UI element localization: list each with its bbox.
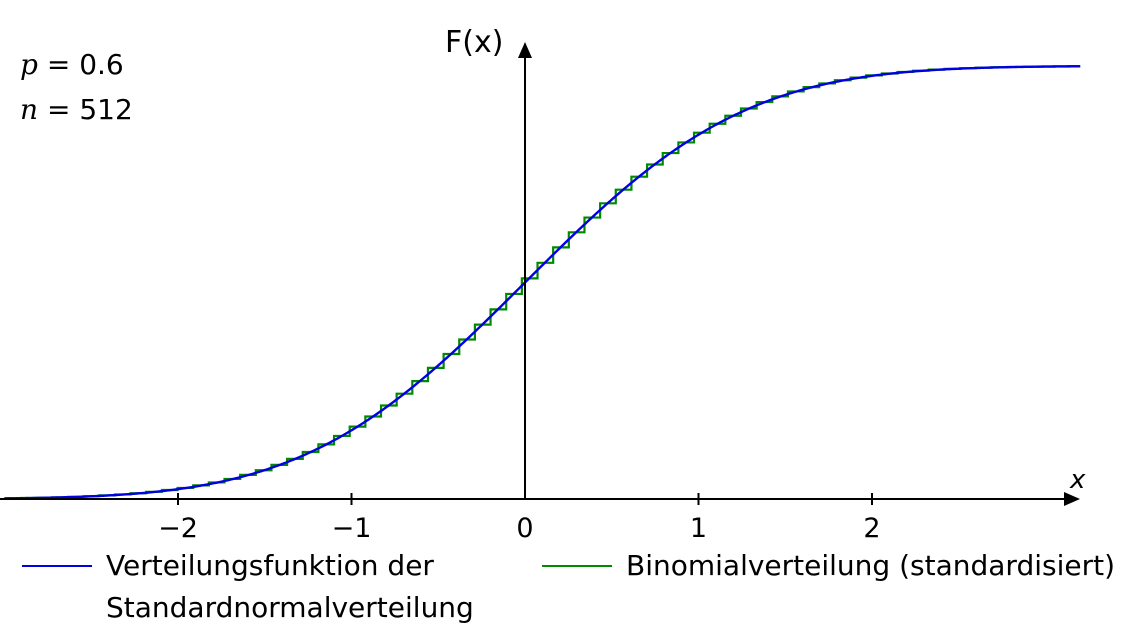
x-tick-label: 2 bbox=[863, 513, 880, 540]
param-n-symbol: n bbox=[20, 93, 39, 126]
legend-normal: Verteilungsfunktion der Standardnormalve… bbox=[22, 545, 474, 629]
x-tick-label: 0 bbox=[516, 513, 533, 540]
legend-binomial-label: Binomialverteilung (standardisiert) bbox=[626, 549, 1116, 582]
series-line-normal bbox=[4, 65, 1081, 500]
x-tick-label: 1 bbox=[690, 513, 707, 540]
param-p: p = 0.6 bbox=[20, 48, 124, 81]
series-layer bbox=[4, 65, 1081, 500]
legend-normal-label-1: Verteilungsfunktion der bbox=[106, 549, 434, 582]
y-axis-arrow bbox=[518, 42, 532, 58]
x-axis-arrow bbox=[1064, 492, 1080, 506]
x-tick-label: −1 bbox=[332, 513, 372, 540]
legend-normal-swatch bbox=[22, 565, 92, 567]
y-axis-label: F(x) bbox=[445, 25, 503, 60]
ticks-layer: −2 −1 0 1 2 bbox=[158, 493, 881, 540]
param-n-value: 512 bbox=[79, 93, 133, 126]
legend-binomial: Binomialverteilung (standardisiert) bbox=[542, 545, 1115, 587]
legend-normal-label-2: Standardnormalverteilung bbox=[106, 591, 474, 624]
param-n: n = 512 bbox=[20, 93, 133, 126]
series-line-binomial bbox=[4, 65, 1081, 500]
param-p-value: 0.6 bbox=[79, 48, 124, 81]
x-tick-label: −2 bbox=[158, 513, 198, 540]
param-p-symbol: p bbox=[20, 48, 38, 81]
x-axis-label: x bbox=[1069, 465, 1086, 495]
legend-binomial-swatch bbox=[542, 565, 612, 567]
cdf-chart: F(x) x −2 −1 0 1 2 bbox=[0, 25, 1086, 540]
